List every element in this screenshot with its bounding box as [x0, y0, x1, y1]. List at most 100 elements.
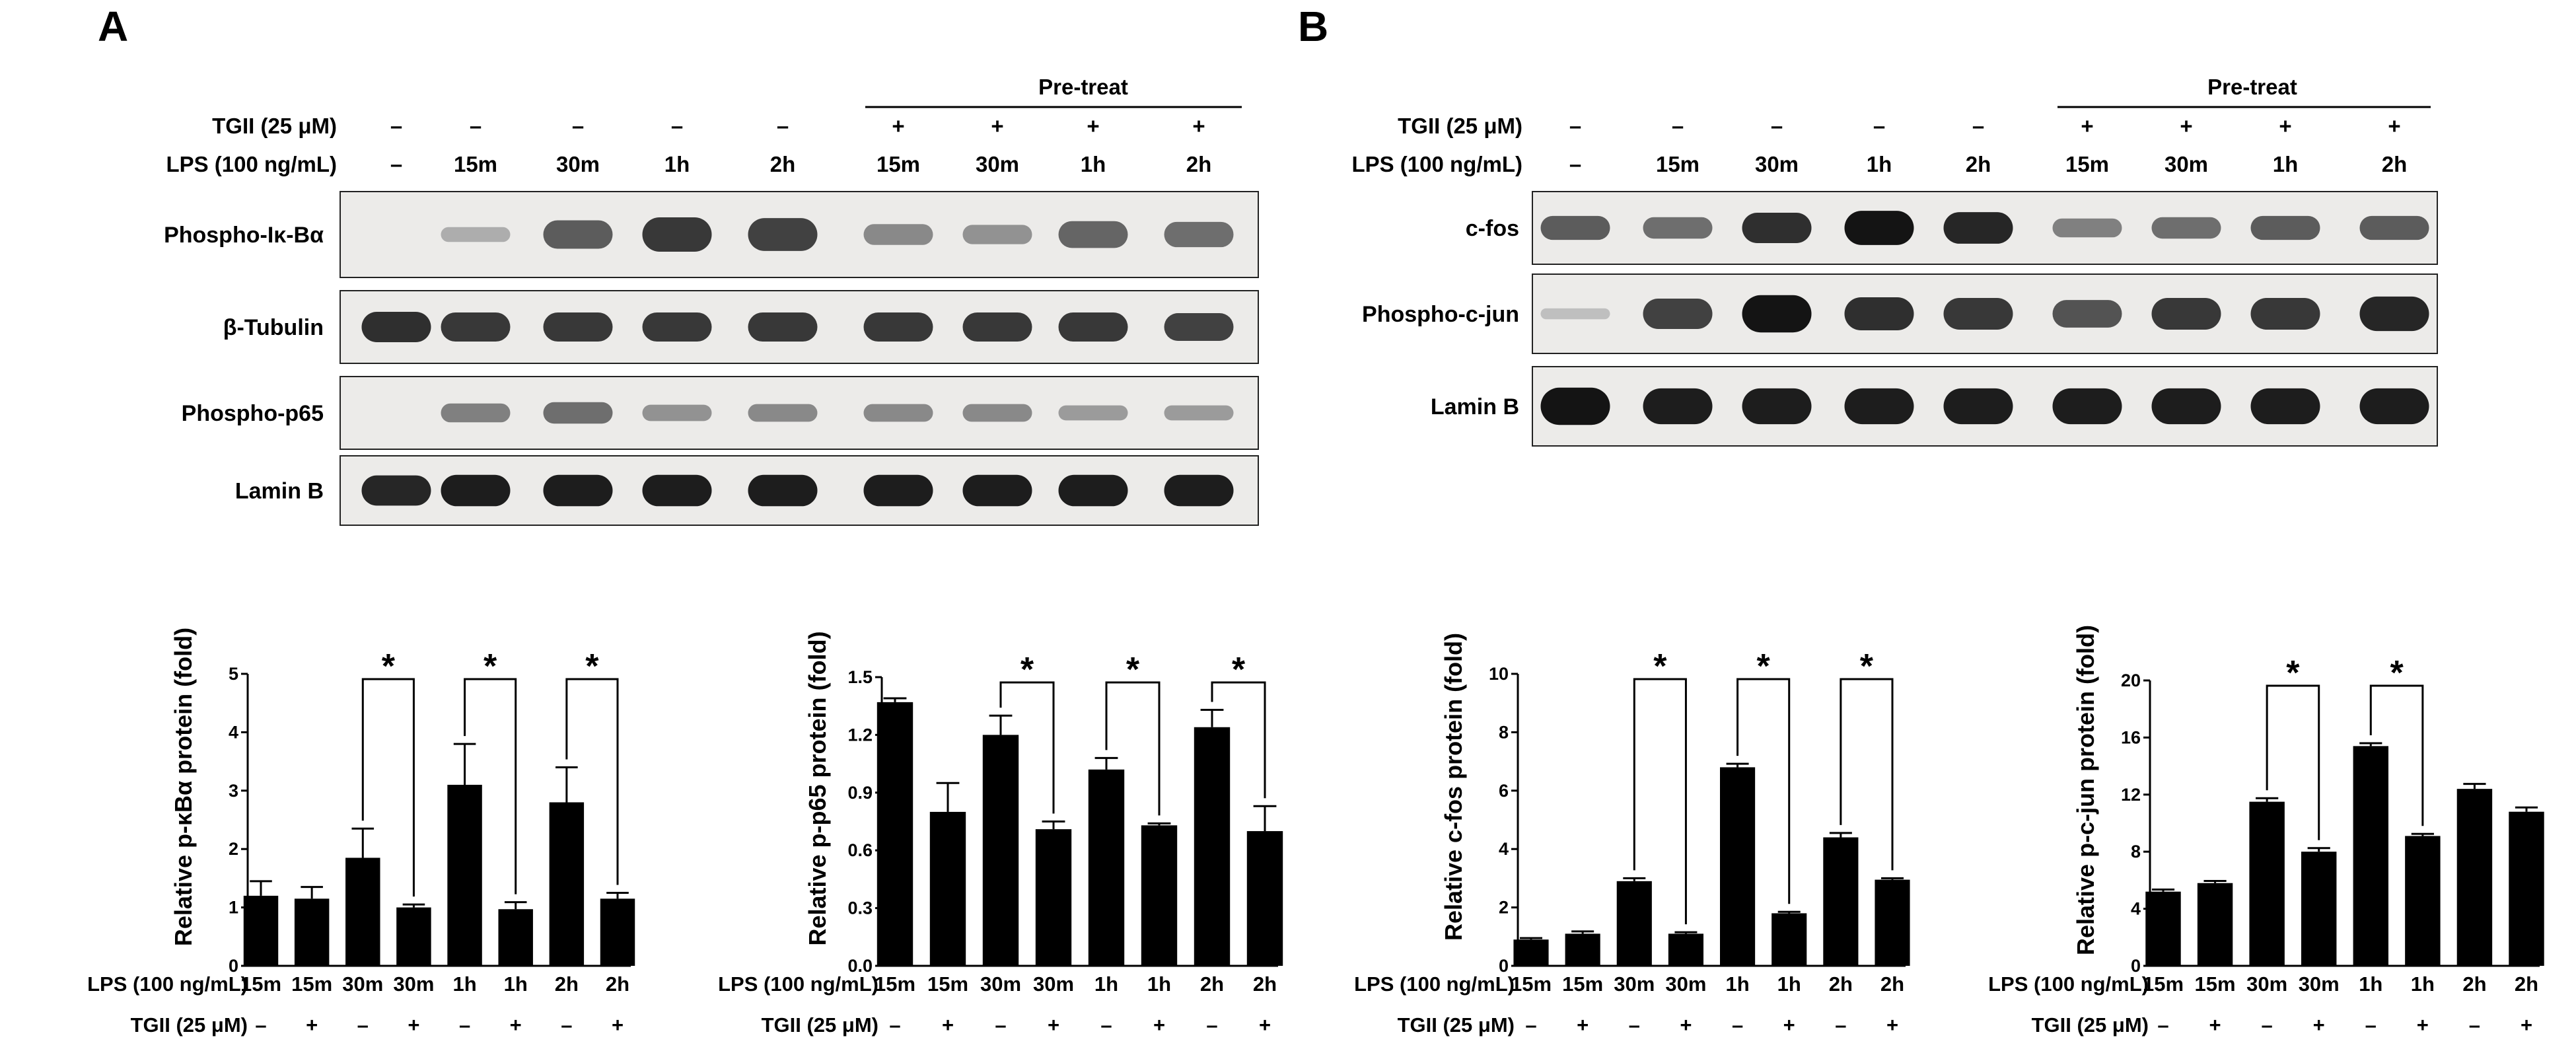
significance-bracket: [1736, 678, 1791, 904]
y-tick-label: 0: [1499, 956, 1509, 976]
x-tick-lps: 15m: [291, 972, 332, 996]
blot-band: [543, 312, 613, 342]
tgii-label-b: TGII (25 μM): [1398, 114, 1522, 138]
blot-label-a-2: Phospho-p65: [182, 401, 324, 426]
blot-band: [543, 402, 613, 424]
blot-band: [962, 225, 1032, 244]
blot-label-a-3: Lamin B: [235, 479, 324, 504]
lps-lane-b-7: 1h: [2273, 152, 2299, 176]
x-tick-lps: 1h: [1094, 972, 1118, 996]
lps-lane-b-0: –: [1569, 152, 1581, 176]
tgii-lane-a-1: –: [470, 114, 482, 138]
blot-band: [1540, 387, 1610, 425]
x-tick-tgii: +: [612, 1013, 624, 1037]
bar: [1720, 767, 1756, 966]
lps-lane-b-6: 30m: [2165, 152, 2208, 176]
x-tick-lps: 1h: [1777, 972, 1801, 996]
bar: [243, 895, 279, 966]
blot-band: [1164, 221, 1234, 248]
tgii-lane-b-3: –: [1873, 114, 1885, 138]
y-tick-label: 0: [229, 956, 238, 976]
lps-label-a: LPS (100 ng/mL): [166, 152, 337, 176]
x-tick-tgii: –: [1525, 1013, 1536, 1037]
blot-band: [1540, 308, 1610, 320]
x-tick-lps: 30m: [2246, 972, 2287, 996]
y-tick-label: 4: [1499, 839, 1509, 859]
blot-band: [1058, 405, 1128, 421]
lps-lane-a-5: 15m: [877, 152, 920, 176]
y-tick-label: 6: [1499, 781, 1509, 801]
blot-band: [2250, 388, 2320, 425]
bar: [929, 811, 966, 966]
y-tick-label: 5: [229, 664, 238, 684]
x-tick-lps: 15m: [2195, 972, 2236, 996]
blot-band: [361, 312, 431, 342]
x-tick-lps: 30m: [980, 972, 1021, 996]
pretreat-label-a: Pre-treat: [1038, 75, 1128, 99]
blot-band: [1943, 298, 2013, 330]
y-tick-label: 8: [1499, 722, 1509, 742]
bar: [2456, 789, 2493, 966]
bar-chart-1: 0 1 2 3 4 5 Relative p-κBα protein (fold) * * * LP…: [87, 628, 635, 1037]
blot-band: [1844, 297, 1914, 331]
bar: [982, 735, 1019, 966]
x-tick-lps: 30m: [342, 972, 383, 996]
x-tick-lps: 30m: [1033, 972, 1074, 996]
bar: [1823, 837, 1859, 966]
blot-band: [642, 404, 712, 421]
blot-band: [2052, 218, 2122, 238]
y-tick-label: 12: [2121, 785, 2141, 805]
x-tick-tgii: +: [510, 1013, 522, 1037]
x-tick-tgii: +: [1153, 1013, 1165, 1037]
significance-star: *: [483, 647, 497, 686]
blot-label-b-0: c-fos: [1466, 216, 1519, 241]
x-tick-tgii: –: [889, 1013, 900, 1037]
lps-lane-b-5: 15m: [2065, 152, 2109, 176]
y-tick-label: 1: [229, 898, 238, 918]
y-tick-label: 4: [2131, 899, 2141, 919]
x-tick-tgii: –: [2469, 1013, 2480, 1037]
lps-row-label: LPS (100 ng/mL): [718, 972, 878, 996]
x-tick-tgii: +: [942, 1013, 954, 1037]
bar: [1513, 939, 1549, 966]
tgii-lane-b-0: –: [1569, 114, 1581, 138]
y-tick-label: 0.6: [847, 840, 873, 860]
blot-band: [642, 474, 712, 507]
blot-band: [748, 474, 818, 507]
blot-band: [1943, 212, 2013, 244]
y-axis-label: Relative p-κBα protein (fold): [170, 628, 197, 946]
blot-band: [2359, 296, 2429, 332]
bar: [1035, 829, 1072, 966]
y-tick-label: 2: [229, 839, 238, 859]
bar-chart-2: 0.0 0.3 0.6 0.9 1.2 1.5 Relative p-p65 protein…: [718, 631, 1283, 1037]
significance-bracket: [361, 678, 415, 897]
blot-band: [441, 227, 511, 242]
y-tick-label: 16: [2121, 727, 2141, 747]
x-tick-tgii: +: [2521, 1013, 2532, 1037]
x-tick-lps: 1h: [1147, 972, 1171, 996]
blot-band: [2250, 215, 2320, 240]
x-tick-tgii: +: [1048, 1013, 1059, 1037]
x-tick-tgii: –: [459, 1013, 470, 1037]
blot-label-a-1: β-Tubulin: [223, 315, 324, 340]
y-tick-label: 0: [2131, 956, 2141, 976]
significance-star: *: [1020, 651, 1034, 689]
bar: [345, 857, 380, 966]
tgii-lane-a-5: +: [892, 114, 904, 138]
y-axis-label: Relative c-fos protein (fold): [1440, 633, 1467, 941]
lps-row-label: LPS (100 ng/mL): [1988, 972, 2149, 996]
blot-band: [748, 312, 818, 342]
significance-bracket: [1105, 681, 1161, 816]
blot-band: [361, 475, 431, 506]
blot-band: [2359, 388, 2429, 425]
significance-star: *: [1653, 647, 1667, 686]
tgii-lane-b-4: –: [1972, 114, 1984, 138]
blot-band: [2052, 388, 2122, 425]
pretreat-label-b: Pre-treat: [2207, 75, 2297, 99]
blot-band: [1742, 295, 1812, 333]
bar: [549, 802, 585, 966]
blot-band: [2359, 215, 2429, 240]
tgii-lane-a-6: +: [991, 114, 1003, 138]
tgii-lane-b-1: –: [1672, 114, 1684, 138]
y-tick-label: 2: [1499, 898, 1509, 918]
